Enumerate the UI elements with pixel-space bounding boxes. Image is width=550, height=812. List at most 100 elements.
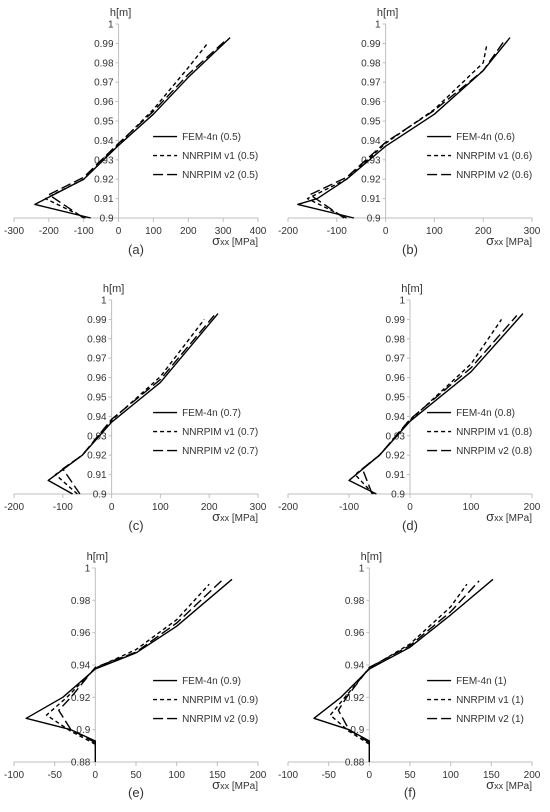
x-axis-title-subscript: xx xyxy=(494,781,504,791)
x-tick-label: 100 xyxy=(152,502,169,513)
y-tick-label: 0.94 xyxy=(386,412,406,423)
y-tick-label: 0.95 xyxy=(386,393,406,404)
series-line-2 xyxy=(306,43,488,219)
chart-panel-3: -200 -100 0 100 200 3000.90.910.920.930.940.9… xyxy=(4,283,267,533)
y-tick-label: 0.96 xyxy=(386,373,406,384)
y-tick-label: 0.96 xyxy=(94,97,114,108)
x-tick-label: 0 xyxy=(109,502,115,513)
series-line-3 xyxy=(309,39,506,219)
y-tick-label: 0.94 xyxy=(361,136,381,147)
x-axis-title-sigma: σ xyxy=(212,777,220,792)
series-line-3 xyxy=(48,38,228,219)
x-tick-label: -100 xyxy=(4,770,24,781)
series-line-1 xyxy=(34,37,231,219)
x-tick-label: 100 xyxy=(426,226,443,237)
x-axis-title-unit: [MPa] xyxy=(229,513,258,524)
x-axis-title-sigma: σ xyxy=(486,777,494,792)
x-tick-label: 100 xyxy=(168,770,185,781)
y-tick-label: 0.97 xyxy=(94,78,114,89)
y-tick-label: 0.94 xyxy=(71,661,91,672)
x-axis-title: σxx [MPa] xyxy=(486,509,532,524)
legend: FEM-4n (0.9) NNRPIM v1 (0.9) NNRPIM v2 (0.… xyxy=(153,676,258,725)
y-tick-label: 0.96 xyxy=(345,628,365,639)
y-tick-label: 0.95 xyxy=(87,393,107,404)
y-tick-label: 0.91 xyxy=(361,194,381,205)
chart-panel-2: -200 -100 0 100 200 300 0.9 0.91 0.92 0.93 0.94 0.9… xyxy=(278,7,541,257)
x-axis-title-sigma: σ xyxy=(486,233,494,248)
y-tick-label: 0.98 xyxy=(345,596,365,607)
y-tick-label: 0.99 xyxy=(94,39,114,50)
x-tick-label: 150 xyxy=(483,770,500,781)
chart-panel-4: -200 -100 0 100 2000.90.910.920.930.940.950.… xyxy=(278,283,541,533)
legend-label: NNRPIM v1 (0.8) xyxy=(456,427,532,438)
y-tick-label: 1 xyxy=(85,564,91,575)
legend-label: NNRPIM v2 (0.6) xyxy=(456,170,532,181)
series-line-2 xyxy=(45,583,210,745)
series-line-3 xyxy=(361,315,518,495)
x-axis-title-unit: [MPa] xyxy=(229,237,258,248)
x-tick-label: -200 xyxy=(39,226,59,237)
x-tick-label: 200 xyxy=(180,226,197,237)
y-tick-label: 0.92 xyxy=(386,451,406,462)
legend-label: NNRPIM v2 (0.7) xyxy=(182,446,258,457)
y-tick-label: 0.9 xyxy=(391,490,405,501)
panel-label: (c) xyxy=(128,518,143,533)
x-tick-label: -100 xyxy=(74,226,94,237)
y-tick-label: 0.92 xyxy=(87,451,107,462)
panel-label: (a) xyxy=(128,242,144,257)
x-tick-label: 400 xyxy=(250,226,267,237)
legend-label: NNRPIM v1 (1) xyxy=(456,695,524,706)
chart-panel-1: -300 -200 -100 0 100 200 300 400 0.9 0.91 0.92 0.93… xyxy=(4,7,267,257)
x-tick-label: 100 xyxy=(145,226,162,237)
y-tick-label: 1 xyxy=(108,20,114,31)
x-tick-label: -100 xyxy=(278,770,298,781)
legend-label: FEM-4n (0.7) xyxy=(182,408,241,419)
x-tick-label: 0 xyxy=(383,226,389,237)
x-tick-label: 100 xyxy=(442,770,459,781)
x-axis-title: σxx [MPa] xyxy=(212,777,258,792)
y-tick-label: 0.91 xyxy=(87,470,107,481)
chart-panel-6: -100 -50 0 50 100 150 200 0.88 0.9 0.92 0.94 0.96 0.… xyxy=(278,551,541,800)
legend: FEM-4n (0.6) NNRPIM v1 (0.6) NNRPIM v2 (0.… xyxy=(427,132,532,181)
series-line-3 xyxy=(62,315,215,495)
y-tick-label: 0.96 xyxy=(71,628,91,639)
y-tick-label: 0.93 xyxy=(94,155,114,166)
x-axis-title-subscript: xx xyxy=(494,237,504,247)
y-tick-label: 0.94 xyxy=(87,412,107,423)
x-axis-title-unit: [MPa] xyxy=(503,781,532,792)
y-tick-label: 1 xyxy=(375,20,381,31)
x-tick-label: 200 xyxy=(201,502,218,513)
y-axis-title: h[m] xyxy=(103,283,124,295)
y-axis-title: h[m] xyxy=(110,7,131,19)
x-axis-title-subscript: xx xyxy=(494,513,504,523)
x-tick-label: 300 xyxy=(250,502,267,513)
y-tick-label: 0.95 xyxy=(94,117,114,128)
series-line-1 xyxy=(25,578,233,762)
x-axis-title: σxx [MPa] xyxy=(486,777,532,792)
panel-label: (b) xyxy=(402,242,418,257)
x-tick-label: -100 xyxy=(339,502,359,513)
y-tick-label: 0.96 xyxy=(361,97,381,108)
x-axis-title-subscript: xx xyxy=(220,513,230,523)
series-line-1 xyxy=(313,578,494,762)
x-axis-title-sigma: σ xyxy=(486,509,494,524)
legend-label: NNRPIM v1 (0.5) xyxy=(182,151,258,162)
y-tick-label: 0.98 xyxy=(87,334,107,345)
x-axis-title-sigma: σ xyxy=(212,233,220,248)
legend-label: NNRPIM v2 (0.8) xyxy=(456,446,532,457)
y-tick-label: 0.98 xyxy=(386,334,406,345)
y-tick-label: 0.9 xyxy=(350,725,364,736)
y-tick-label: 0.97 xyxy=(361,78,381,89)
x-tick-label: 0 xyxy=(116,226,122,237)
y-tick-label: 1 xyxy=(101,296,107,307)
x-tick-label: -100 xyxy=(53,502,73,513)
y-tick-label: 0.97 xyxy=(386,354,406,365)
x-axis-title: σxx [MPa] xyxy=(212,233,258,248)
legend-label: NNRPIM v1 (0.9) xyxy=(182,695,258,706)
series-line-3 xyxy=(58,580,222,744)
x-tick-label: 300 xyxy=(215,226,232,237)
legend-label: FEM-4n (0.6) xyxy=(456,132,515,143)
panel-label: (d) xyxy=(402,518,418,533)
y-tick-label: 0.96 xyxy=(87,373,107,384)
